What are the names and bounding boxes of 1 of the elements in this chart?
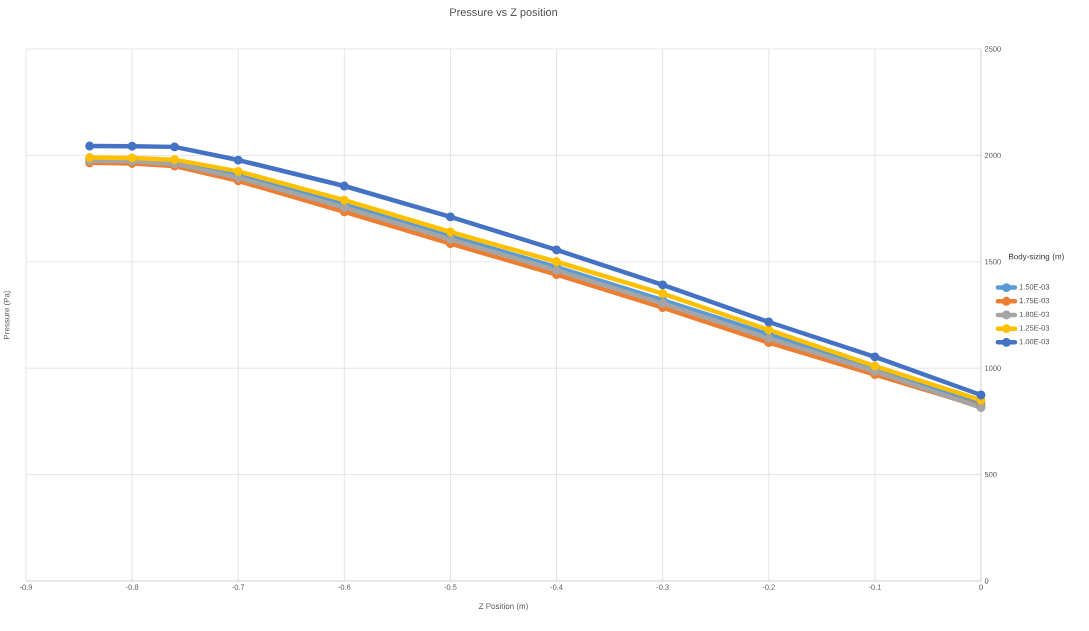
chart-title: Pressure vs Z position	[450, 8, 557, 19]
